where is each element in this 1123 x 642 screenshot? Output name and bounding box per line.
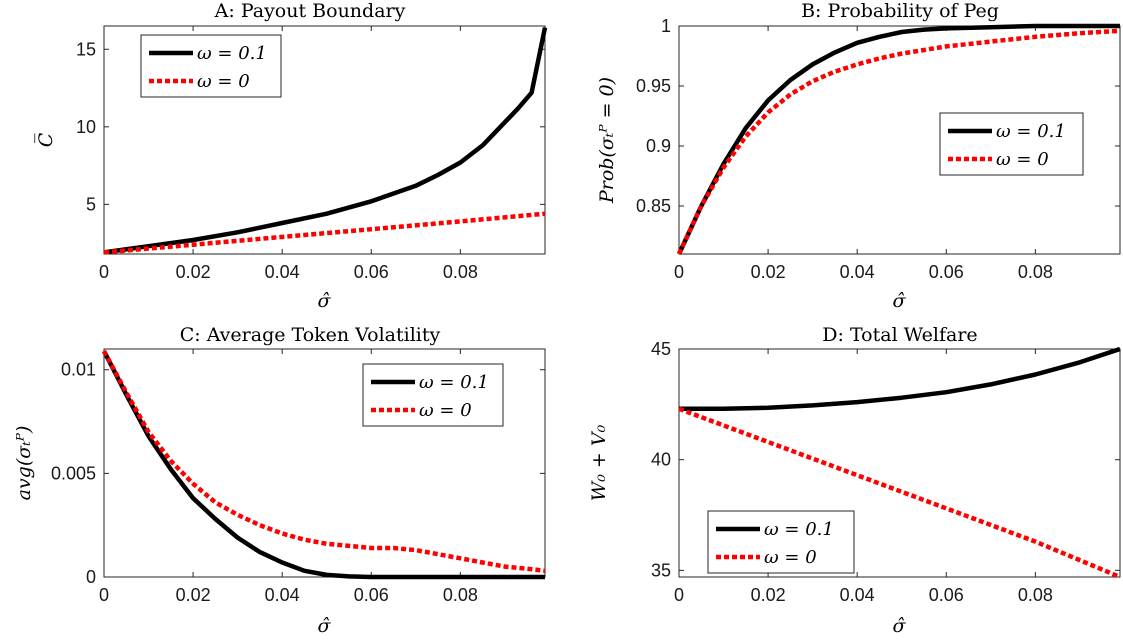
- x-tick-label: 0.02: [176, 585, 211, 605]
- x-tick-label: 0.02: [176, 262, 211, 282]
- legend: ω = 0.1 ω = 0: [707, 510, 855, 574]
- legend: ω = 0.1 ω = 0: [140, 34, 282, 98]
- series-line-omega-0-1: [103, 27, 548, 255]
- y-tick-label: 0: [86, 567, 96, 587]
- x-tick-label: 0.04: [265, 262, 300, 282]
- legend-label: ω = 0: [197, 71, 250, 92]
- x-tick-label: 0.08: [443, 262, 478, 282]
- x-tick-label: 0.02: [751, 262, 786, 282]
- series-lines: [103, 27, 548, 255]
- plot-frame: [678, 25, 1121, 255]
- x-axis-label: σ̂: [318, 615, 332, 637]
- plot-frame: [103, 348, 546, 578]
- panel-title: D: Total Welfare: [822, 324, 977, 346]
- y-tick-label: 5: [86, 194, 96, 214]
- panel-title: A: Payout Boundary: [214, 0, 406, 22]
- legend-label: ω = 0: [764, 547, 817, 568]
- legend: ω = 0.1 ω = 0: [362, 363, 504, 427]
- x-tick-label: 0: [99, 585, 109, 605]
- legend-box: [707, 510, 855, 574]
- y-axis-label: W₀ + V₀: [588, 424, 610, 501]
- y-tick-label: 35: [651, 560, 671, 580]
- x-axis-label: σ̂: [893, 615, 907, 637]
- axis-ticks: 0 0.02 0.04 0.06 0.08 35 40 45: [651, 339, 1120, 605]
- x-tick-label: 0.06: [929, 262, 964, 282]
- y-tick-label: 0.85: [636, 196, 671, 216]
- legend-box: [362, 363, 504, 427]
- y-axis-label: C̅: [35, 132, 57, 147]
- x-tick-label: 0: [99, 262, 109, 282]
- series-line-omega-0: [103, 211, 546, 255]
- y-axis-label: avg(σₜᴾ): [13, 426, 35, 501]
- panel-total-welfare: D: Total Welfare 0 0.02 0.04 0.06 0.08 35 40 45…: [588, 324, 1121, 637]
- y-tick-label: 10: [76, 117, 96, 137]
- legend-box: [939, 112, 1084, 176]
- x-tick-label: 0.04: [265, 585, 300, 605]
- y-tick-label: 0.005: [51, 463, 96, 483]
- panel-probability-of-peg: B: Probability of Peg 0 0.02 0.04 0.06 0.080…: [596, 0, 1121, 312]
- x-tick-label: 0.06: [354, 585, 389, 605]
- x-tick-label: 0.06: [929, 585, 964, 605]
- legend-label: ω = 0: [419, 400, 472, 421]
- series-line-omega-0-1: [676, 23, 1120, 255]
- y-tick-label: 0.9: [646, 136, 671, 156]
- plot-frame: [103, 25, 546, 255]
- y-tick-label: 1: [661, 16, 671, 36]
- panel-title: C: Average Token Volatility: [180, 324, 441, 346]
- series-lines: [676, 23, 1121, 255]
- x-tick-label: 0: [674, 262, 684, 282]
- series-line-omega-0-1: [679, 346, 1121, 412]
- y-tick-label: 40: [651, 450, 671, 470]
- x-tick-label: 0.04: [840, 262, 875, 282]
- legend-label: ω = 0.1: [419, 372, 489, 393]
- series-lines: [678, 346, 1121, 580]
- x-tick-label: 0.08: [443, 585, 478, 605]
- x-tick-label: 0.02: [751, 585, 786, 605]
- axis-ticks: 0 0.02 0.04 0.06 0.08 5 10 15: [76, 26, 545, 282]
- x-tick-label: 0.08: [1018, 262, 1053, 282]
- panel-title: B: Probability of Peg: [801, 0, 999, 22]
- x-tick-label: 0.08: [1018, 585, 1053, 605]
- x-axis-label: σ̂: [318, 290, 332, 312]
- legend: ω = 0.1 ω = 0: [939, 112, 1084, 176]
- series-lines: [101, 350, 546, 580]
- series-line-omega-0-1: [101, 350, 545, 580]
- axis-ticks: 0 0.02 0.04 0.06 0.08 0.85 0.9 0.95 1: [636, 16, 1120, 282]
- x-tick-label: 0: [674, 585, 684, 605]
- panel-average-token-volatility: C: Average Token Volatility 0 0.02 0.04 0.0…: [13, 324, 546, 637]
- legend-label: ω = 0.1: [764, 519, 834, 540]
- panel-payout-boundary: A: Payout Boundary 0 0.02 0.04 0.06 0.08 5 10 1…: [35, 0, 548, 312]
- plot-frame: [678, 348, 1121, 578]
- legend-label: ω = 0.1: [197, 43, 267, 64]
- x-tick-label: 0.06: [354, 262, 389, 282]
- series-line-omega-0: [676, 28, 1121, 255]
- y-axis-label: Prob(σₜᴾ = 0): [596, 77, 618, 204]
- y-tick-label: 0.01: [61, 360, 96, 380]
- series-line-omega-0: [678, 406, 1121, 580]
- series-line-omega-0: [102, 350, 546, 574]
- y-tick-label: 0.95: [636, 76, 671, 96]
- y-tick-label: 45: [651, 339, 671, 359]
- legend-label: ω = 0.1: [996, 121, 1066, 142]
- axis-ticks: 0 0.02 0.04 0.06 0.08 0 0.005 0.01: [51, 349, 545, 605]
- legend-box: [140, 34, 282, 98]
- x-tick-label: 0.04: [840, 585, 875, 605]
- y-tick-label: 15: [76, 39, 96, 59]
- x-axis-label: σ̂: [893, 290, 907, 312]
- legend-label: ω = 0: [996, 149, 1049, 170]
